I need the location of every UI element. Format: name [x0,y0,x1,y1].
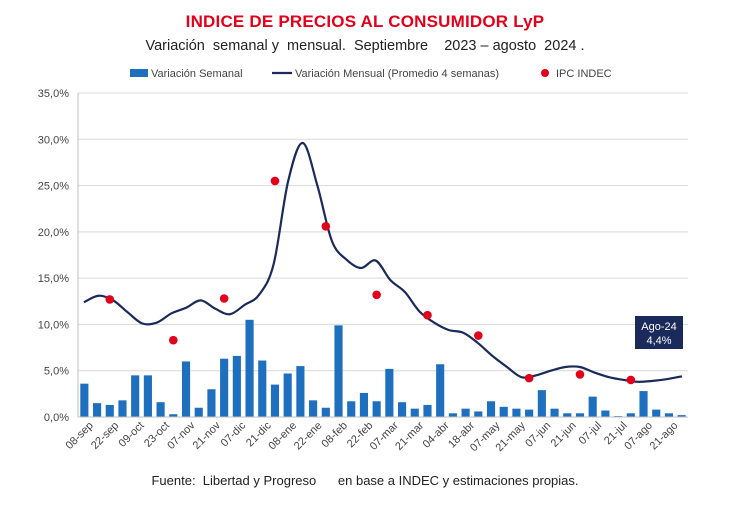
y-tick-label: 20,0% [38,227,69,239]
bar-semanal [436,364,445,417]
bar-semanal [143,375,152,417]
y-tick-label: 10,0% [38,319,69,331]
bar-semanal [194,407,203,417]
ipc-point [626,375,636,385]
legend-points-swatch [541,69,549,77]
bar-semanal [448,413,457,417]
bar-semanal [283,373,292,417]
bar-semanal [347,401,356,417]
gridlines [78,92,688,418]
bar-semanal [105,404,114,417]
bar-semanal [474,411,483,417]
ipc-point [372,290,381,300]
x-tick-label: 04-abr [421,419,452,450]
y-tick-label: 25,0% [38,181,69,193]
x-tick-label: 08-sep [64,420,96,452]
annotation-value: 4,4% [646,335,671,347]
chart-subtitle: Variación semanal y mensual. Septiembre … [145,38,585,54]
ipc-point [423,310,432,320]
bar-semanal [181,361,191,417]
bar-semanal [270,384,280,417]
bar-semanal [499,406,508,417]
bar-semanal [359,392,369,417]
bar-semanal [296,366,305,417]
bar-semanal [461,408,470,417]
bar-semanal [626,413,635,417]
bar-semanal [512,408,521,417]
bar-semanal [652,409,661,417]
bar-semanal [232,355,241,417]
annotation-label: Ago-24 [641,321,676,333]
legend-line-label: Variación Mensual (Promedio 4 semanas) [295,68,499,80]
annotation-ago-24: Ago-24 4,4% [635,316,683,349]
ipc-point [270,176,280,186]
bar-semanal [220,358,229,417]
bar-semanal [639,391,648,417]
y-tick-label: 35,0% [38,88,69,100]
legend: Variación Semanal Variación Mensual (Pro… [130,68,612,80]
bar-semanal [245,319,254,417]
bar-semanal [537,390,546,417]
x-tick-label: 22-sep [89,420,121,452]
x-tick-label: 09-oct [117,420,147,450]
x-tick-label: 07-dic [219,419,249,449]
x-tick-label: 21-ago [648,420,681,453]
ipc-point [169,335,178,345]
legend-bars-label: Variación Semanal [151,68,243,80]
bar-semanal [588,396,597,417]
scatter-series-ipc [105,176,636,385]
line-series-mensual [83,141,683,383]
bar-semanal [334,325,343,417]
x-tick-label: 21-nov [191,419,224,452]
legend-bars-swatch [130,69,148,77]
y-tick-label: 15,0% [38,273,69,285]
x-tick-label: 21-mar [393,419,426,452]
ipc-point [321,222,331,231]
bar-semanal [397,402,407,417]
x-tick-label: 08-feb [319,420,350,451]
ipc-point [105,295,115,304]
bar-semanal [321,407,330,417]
bar-semanal [372,401,381,417]
y-tick-label: 5,0% [44,366,69,378]
bar-semanal [525,409,534,417]
bar-semanal [118,400,127,417]
bar-semanal [207,389,216,417]
bar-semanal [80,383,89,417]
bar-semanal [601,410,610,417]
x-tick-label: 21-jun [549,420,579,450]
bar-semanal [156,402,165,417]
ipc-point [474,331,483,340]
bar-semanal [92,403,102,417]
bar-semanal [423,404,432,417]
legend-points-label: IPC INDEC [556,68,612,80]
bar-semanal [131,375,140,417]
x-tick-label: 07-jul [577,420,605,448]
bar-semanal [664,413,674,417]
ipc-point [575,370,585,379]
bar-series [80,319,686,417]
bar-semanal [575,413,585,417]
y-tick-label: 30,0% [38,134,69,146]
source-note: Fuente: Libertad y Progreso en base a IN… [151,473,579,488]
ipc-point [524,373,534,383]
bar-semanal [309,400,318,417]
x-tick-label: 22-ene [292,420,325,453]
y-tick-label: 0,0% [44,412,69,424]
y-axis: 0,0% 5,0% 10,0% 15,0% 20,0% 25,0% 30,0% 35,0% [38,88,79,424]
bar-semanal [486,401,496,417]
bar-semanal [410,408,419,417]
x-axis: 08-sep22-sep09-oct23-oct07-nov21-nov07-d… [64,416,688,454]
bar-semanal [169,414,178,417]
bar-semanal [563,413,572,417]
ipc-point [219,294,229,303]
bar-semanal [258,360,267,417]
bar-semanal [385,368,394,417]
x-tick-label: 07-jun [523,420,553,450]
bar-semanal [677,415,686,417]
bar-semanal [550,408,559,417]
chart-title: INDICE DE PRECIOS AL CONSUMIDOR LyP [185,12,545,31]
annotation-background [635,316,683,349]
